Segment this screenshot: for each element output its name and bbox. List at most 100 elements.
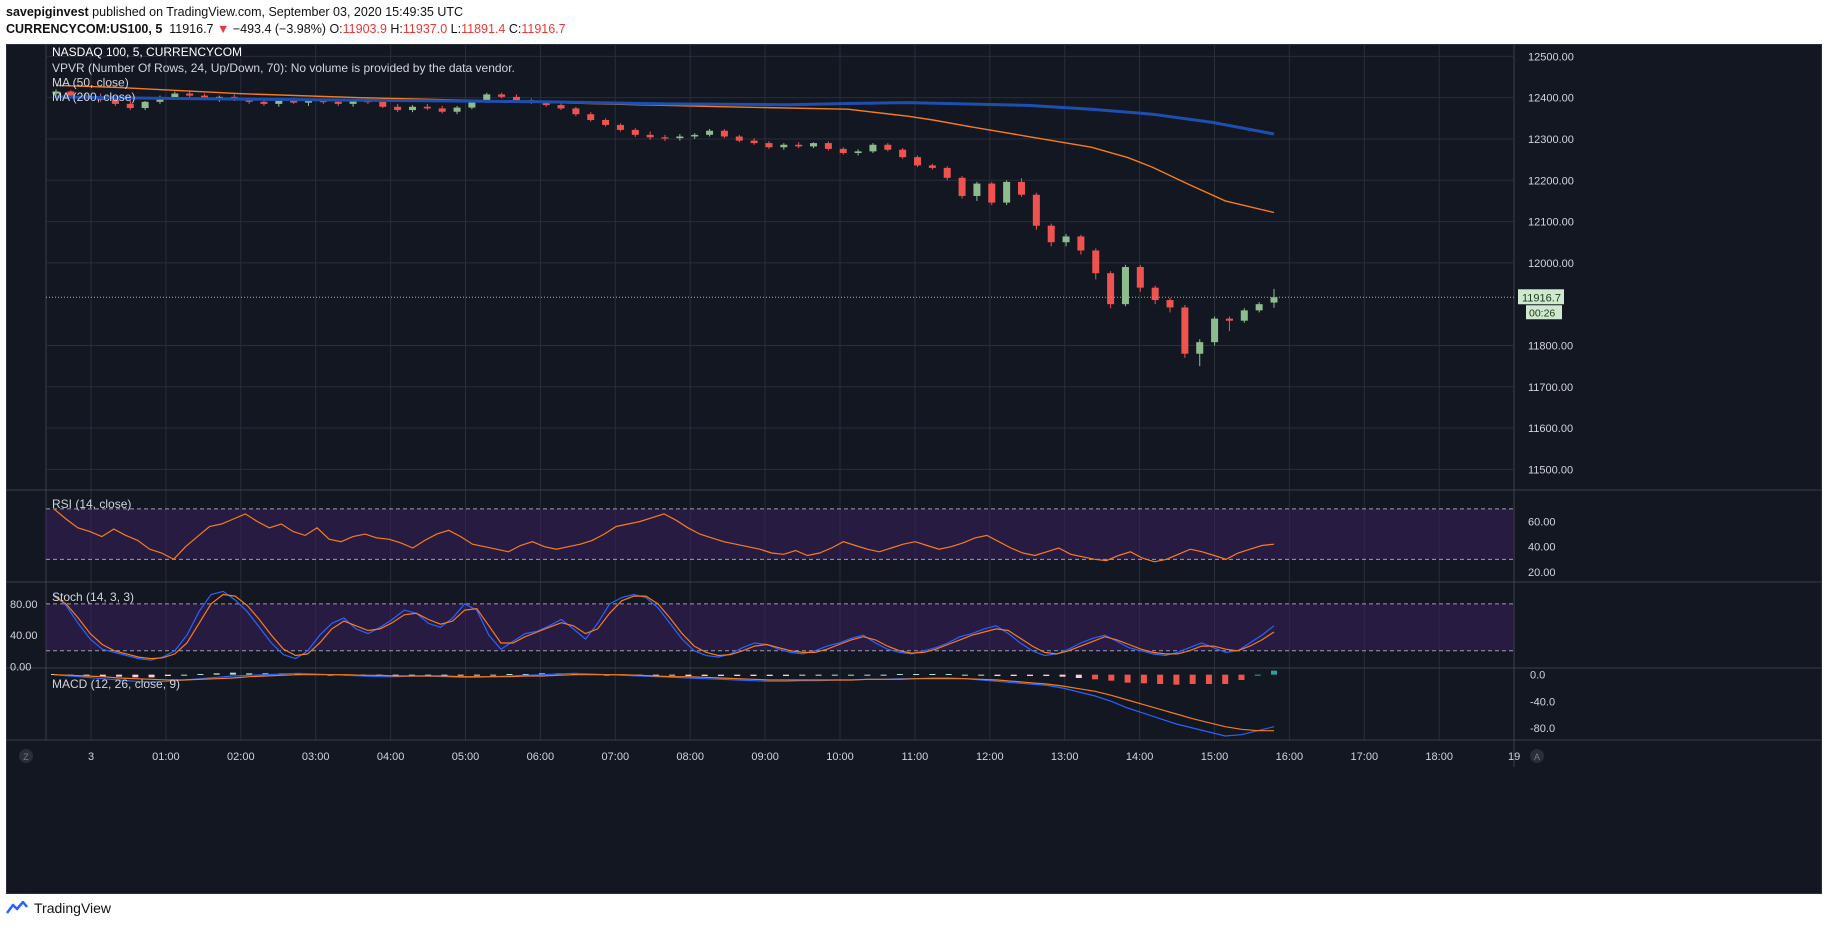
candle-body [438, 108, 446, 112]
candle-body [453, 107, 461, 112]
macd-histogram-bar [1157, 674, 1164, 684]
macd-histogram-bar [392, 674, 399, 676]
candle-body [780, 144, 788, 148]
candle-body [646, 134, 654, 138]
tradingview-logo-icon[interactable] [6, 901, 28, 915]
candle-body [334, 101, 342, 104]
candle-body [260, 101, 268, 104]
candle-body [1181, 307, 1189, 354]
candle-body [171, 93, 179, 98]
time-tick-label: 02:00 [227, 751, 255, 763]
candle-body [587, 114, 595, 120]
time-tick-label: 01:00 [152, 751, 180, 763]
candle-body [973, 183, 981, 196]
author-line: savepiginvest published on TradingView.c… [6, 4, 566, 21]
author-name[interactable]: savepiginvest [6, 5, 89, 19]
candle-body [498, 94, 506, 97]
macd-histogram-bar [994, 674, 1001, 676]
candle-body [1107, 273, 1115, 305]
macd-histogram-bar [1092, 674, 1099, 680]
time-tick-label: 12:00 [976, 751, 1004, 763]
macd-histogram-bar [750, 674, 757, 676]
macd-histogram-bar [734, 674, 741, 676]
candle-body [1077, 236, 1085, 251]
macd-histogram-bar [132, 674, 139, 678]
rsi-tick-label: 20.00 [1528, 567, 1556, 579]
macd-histogram-bar [1124, 674, 1131, 683]
candle-body [1240, 310, 1248, 321]
price-tick-label: 12000.00 [1528, 258, 1574, 270]
macd-line [53, 672, 1275, 737]
macd-tick-label: -80.0 [1530, 723, 1555, 735]
ma50-line [55, 84, 1275, 214]
candle-body [869, 144, 877, 152]
zoom-reset-icon-label: Z [23, 752, 29, 762]
high-value: 11937.0 [402, 22, 448, 36]
price-tick-label: 11800.00 [1528, 340, 1573, 352]
candle-body [691, 134, 699, 137]
time-tick-label: 03:00 [302, 751, 330, 763]
low-label: L: [450, 22, 462, 36]
rsi-band [46, 508, 1514, 560]
low-value: 11891.4 [461, 22, 506, 36]
stoch-band [46, 603, 1514, 651]
candle-body [1121, 267, 1129, 305]
candle-body [854, 151, 862, 154]
macd-title: MACD (12, 26, close, 9) [52, 677, 180, 691]
stoch-title: Stoch (14, 3, 3) [52, 590, 134, 604]
macd-histogram-bar [1222, 674, 1229, 684]
price-tick-label: 12300.00 [1528, 134, 1574, 146]
candle-body [52, 91, 60, 94]
macd-histogram-bar [246, 673, 253, 675]
candle-body [1062, 236, 1070, 243]
price-tick-label: 11600.00 [1528, 423, 1573, 435]
macd-histogram-bar [571, 673, 578, 675]
candle-body [483, 94, 491, 102]
candle-body [616, 124, 624, 130]
price-tick-label: 12400.00 [1528, 93, 1574, 105]
published-text: published on TradingView.com, September … [92, 5, 464, 19]
macd-histogram-bar [978, 674, 985, 676]
macd-histogram-bar [425, 674, 432, 676]
zoom-reset-icon [19, 749, 33, 763]
auto-scale-icon [1530, 749, 1544, 763]
candle-body [275, 100, 283, 104]
candle-body [408, 106, 416, 111]
time-tick-label: 13:00 [1051, 751, 1079, 763]
macd-histogram-bar [864, 674, 871, 676]
time-tick-label: 07:00 [602, 751, 630, 763]
indicator-legend: MA (200, close) [52, 90, 135, 104]
macd-histogram-bar [83, 674, 90, 676]
candle-body [305, 100, 313, 103]
time-tick-label: 18:00 [1425, 751, 1453, 763]
macd-histogram-bar [506, 674, 513, 675]
candle-body [542, 102, 550, 106]
macd-histogram-bar [408, 674, 415, 676]
candle-body [1092, 250, 1100, 274]
macd-histogram-bar [197, 674, 204, 675]
price-change: −493.4 (−3.98%) [232, 22, 326, 36]
time-tick-label: 19 [1508, 751, 1520, 763]
candle-body [988, 183, 996, 203]
candle-body [512, 96, 520, 101]
macd-histogram-bar [1189, 674, 1196, 684]
candle-body [423, 106, 431, 109]
brand-name[interactable]: TradingView [34, 900, 112, 916]
price-tick-label: 12100.00 [1528, 217, 1574, 229]
candle-body [1211, 318, 1219, 343]
macd-histogram-bar [1108, 674, 1115, 681]
candle-body [735, 136, 743, 141]
macd-histogram-bar [1027, 674, 1033, 676]
chart-title: NASDAQ 100, 5, CURRENCYCOM [52, 45, 242, 59]
candle-body [1196, 342, 1204, 354]
macd-histogram-bar [148, 674, 155, 678]
candle-body [141, 101, 149, 109]
chart-canvas[interactable]: 12500.00 12400.00 12300.00 12200.00 12100.00… [6, 44, 1822, 894]
candle-body [676, 136, 684, 139]
ma200-line [55, 95, 1275, 136]
rsi-tick-label: 60.00 [1528, 517, 1556, 529]
publication-header: savepiginvest published on TradingView.c… [6, 4, 566, 38]
candle-body [631, 129, 639, 135]
footer: TradingView [6, 900, 111, 916]
last-price-tag [1518, 289, 1564, 305]
